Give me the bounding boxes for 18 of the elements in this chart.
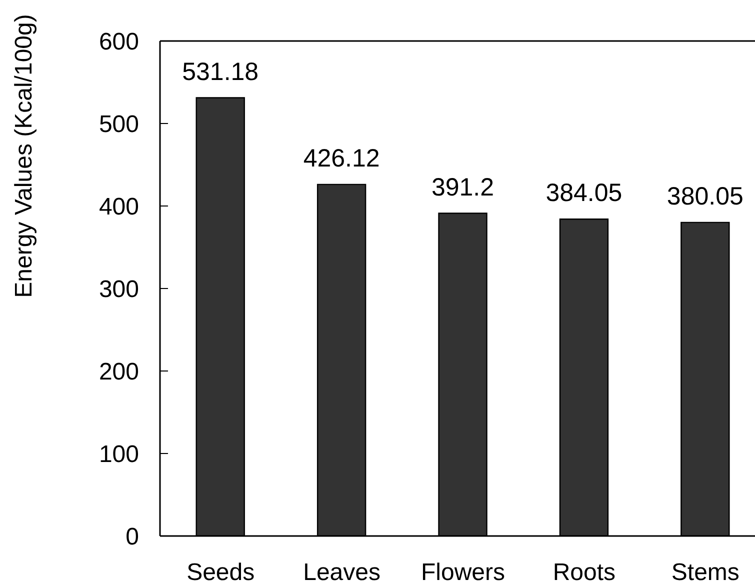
data-label: 426.12 [303, 144, 380, 172]
y-tick-label: 0 [126, 524, 139, 551]
x-tick-label: Seeds [186, 559, 255, 586]
y-tick-label: 500 [98, 111, 139, 138]
y-tick-label: 100 [98, 441, 139, 468]
y-tick-label: 200 [98, 358, 139, 386]
y-tick-label: 300 [98, 276, 139, 304]
y-tick-label: 400 [98, 194, 139, 221]
y-axis-title: Energy Values (Kcal/100g) [10, 14, 38, 298]
data-label: 531.18 [182, 58, 259, 86]
data-label: 380.05 [666, 182, 744, 210]
x-tick-label: Roots [552, 559, 616, 586]
y-tick-label: 600 [98, 28, 139, 56]
x-tick-label: Flowers [420, 559, 506, 586]
x-tick-label: Stems [671, 559, 740, 586]
x-tick-label: Leaves [303, 559, 380, 586]
data-label: 391.2 [431, 173, 494, 202]
data-label: 384.05 [546, 179, 622, 208]
